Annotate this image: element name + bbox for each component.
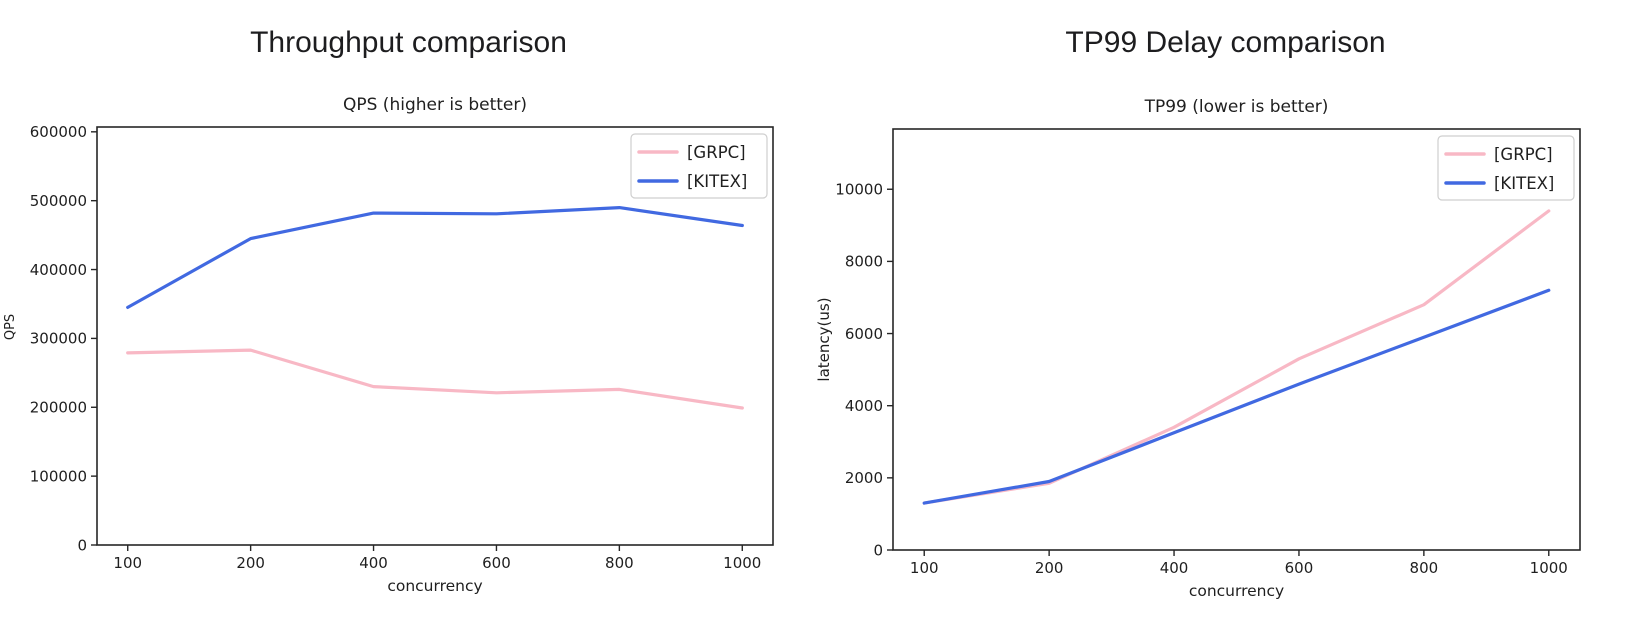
y-tick-label: 400000: [30, 261, 87, 279]
x-tick-label: 800: [1410, 559, 1439, 577]
qps-axes-title: QPS (higher is better): [342, 95, 528, 115]
legend-label: [KITEX]: [1494, 174, 1554, 193]
y-tick-label: 0: [873, 541, 883, 559]
legend-label: [GRPC]: [1494, 145, 1553, 164]
y-axis-label: latency(us): [817, 297, 833, 381]
series-line-grpc: [126, 348, 744, 410]
x-tick-label: 100: [910, 559, 939, 577]
tp99-axes-title: TP99 (lower is better): [1144, 97, 1329, 117]
qps-chart-canvas: 0 100000 200000 300000 400000 500000 600000 100…: [3, 123, 774, 595]
legend: [GRPC] [KITEX]: [630, 133, 768, 199]
y-tick-label: 8000: [845, 253, 883, 271]
tp99-suptitle: TP99 Delay comparison: [1065, 26, 1386, 59]
x-tick-label: 600: [1285, 559, 1314, 577]
x-tick-label: 400: [359, 554, 388, 572]
y-tick-label: 4000: [845, 397, 883, 415]
x-axis-label: concurrency: [1189, 582, 1284, 600]
qps-plot: 0 100000 200000 300000 400000 500000 600000 100…: [3, 123, 774, 595]
series-line-kitex: [126, 206, 744, 309]
tp99-chart-canvas: 0 2000 4000 6000 8000 10000 100 200 400 600 800 100…: [817, 128, 1581, 600]
x-tick-label: 200: [1035, 559, 1064, 577]
x-tick-label: 800: [605, 554, 634, 572]
y-tick-label: 100000: [30, 467, 87, 485]
tp99-figure: TP99 Delay comparison TP99 (lower is bet…: [817, 0, 1634, 630]
x-tick-label: 200: [236, 554, 265, 572]
series-line-kitex: [922, 288, 1551, 505]
y-tick-label: 2000: [845, 469, 883, 487]
x-tick-label: 100: [113, 554, 142, 572]
x-tick-label: 1000: [723, 554, 761, 572]
legend-label: [KITEX]: [687, 172, 747, 191]
tp99-plot: 0 2000 4000 6000 8000 10000 100 200 400 600 800 100…: [817, 128, 1581, 600]
y-tick-label: 0: [77, 536, 87, 554]
throughput-suptitle: Throughput comparison: [250, 26, 567, 59]
y-tick-label: 600000: [30, 123, 87, 141]
y-tick-label: 200000: [30, 399, 87, 417]
y-tick-label: 500000: [30, 192, 87, 210]
x-tick-label: 1000: [1530, 559, 1568, 577]
legend: [GRPC] [KITEX]: [1437, 135, 1575, 201]
x-axis-label: concurrency: [387, 577, 482, 595]
y-tick-label: 10000: [835, 180, 883, 198]
y-axis-label: QPS: [3, 314, 18, 340]
y-axis-label-group: QPS: [3, 314, 18, 340]
legend-label: [GRPC]: [687, 143, 746, 162]
throughput-figure: Throughput comparison QPS (higher is bet…: [3, 26, 774, 595]
y-tick-label: 6000: [845, 325, 883, 343]
y-tick-label: 300000: [30, 330, 87, 348]
x-tick-label: 600: [482, 554, 511, 572]
x-tick-label: 400: [1160, 559, 1189, 577]
